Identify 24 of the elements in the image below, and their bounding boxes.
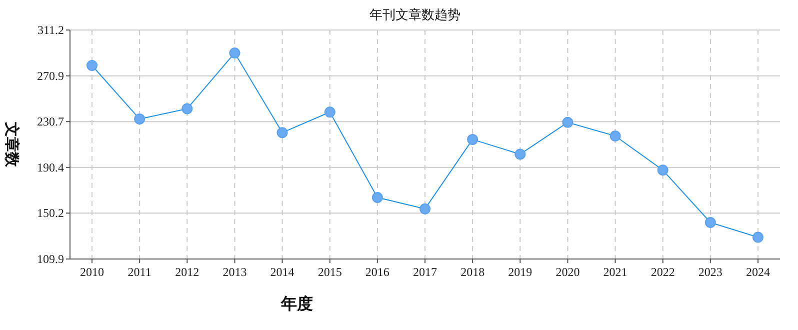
x-tick-label: 2019 [508, 265, 532, 279]
x-tick-label: 2021 [603, 265, 628, 279]
x-tick-label: 2010 [80, 265, 104, 279]
y-tick-label: 150.2 [37, 206, 64, 220]
x-tick-label: 2012 [175, 265, 200, 279]
y-axis-title: 文章数 [3, 121, 21, 168]
x-tick-label: 2015 [318, 265, 342, 279]
x-tick-label: 2018 [460, 265, 485, 279]
y-tick-label: 311.2 [37, 23, 64, 37]
x-axis-title: 年度 [280, 294, 313, 313]
x-tick-label: 2016 [365, 265, 390, 279]
x-tick-label: 2020 [556, 265, 580, 279]
x-tick-label: 2013 [222, 265, 247, 279]
x-tick-label: 2011 [128, 265, 152, 279]
y-tick-label: 109.9 [37, 252, 64, 266]
y-tick-label: 270.9 [37, 68, 64, 83]
x-tick-label: 2023 [698, 265, 722, 279]
x-tick-label: 2024 [746, 265, 770, 279]
y-tick-label: 190.4 [37, 160, 64, 174]
x-tick-label: 2014 [270, 265, 294, 279]
x-tick-label: 2022 [650, 265, 675, 279]
y-tick-label: 230.7 [37, 114, 64, 129]
chart-title: 年刊文章数趋势 [370, 7, 460, 22]
x-tick-label: 2017 [413, 265, 437, 279]
